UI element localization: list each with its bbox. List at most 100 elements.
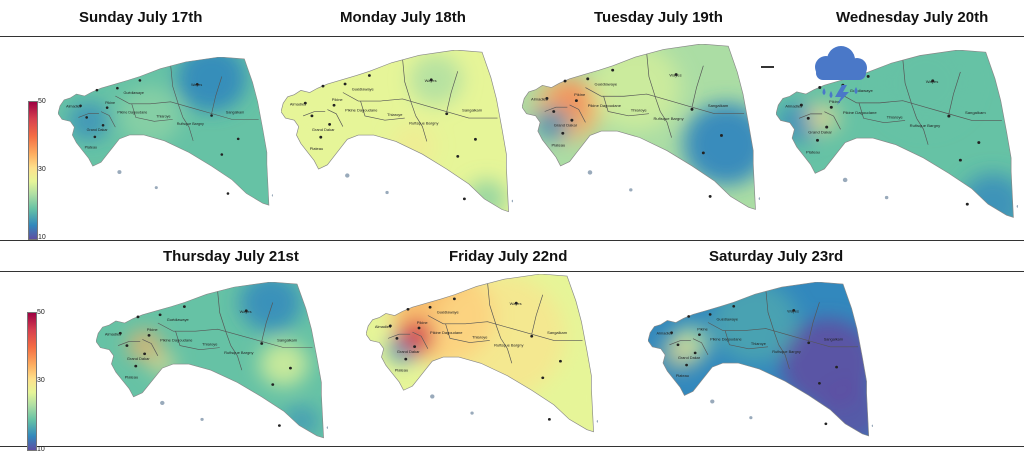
place-label-grand_dakar: Grand Dakar <box>554 123 578 128</box>
district-boundary <box>569 104 586 123</box>
place-label-dagoudane: Pikine Dagoudane <box>843 110 878 115</box>
heatmap-blob <box>660 334 700 372</box>
station-marker <box>545 97 549 100</box>
station-marker <box>125 344 129 347</box>
colorbar-top-max: 50 <box>38 98 46 105</box>
place-label-pikine: Pikine <box>829 99 841 104</box>
island <box>326 426 330 429</box>
station-marker <box>815 138 819 142</box>
station-marker <box>456 154 460 158</box>
district-boundary <box>182 117 194 141</box>
place-label-thiaroye: Thiaroye <box>751 342 766 346</box>
day-title-monday: Monday July 18th <box>340 9 466 26</box>
place-label-sangalkam: Sangalkam <box>824 338 843 342</box>
region-outline <box>280 49 509 213</box>
place-label-wayes: Wayes <box>191 83 202 87</box>
station-marker <box>698 333 701 336</box>
place-label-rufisque: Rufisque Bargny <box>177 122 204 126</box>
place-label-plateau: Plateau <box>806 150 820 155</box>
district-boundary <box>342 92 498 119</box>
station-marker <box>559 359 562 363</box>
place-label-sangalkam: Sangalkam <box>708 103 729 108</box>
place-label-thiaroye: Thiaroye <box>887 114 904 119</box>
map-svg: Wayes Sangalkam Rufisque Bargny Thiaroye Gué… <box>57 56 275 206</box>
district-boundary <box>544 106 568 112</box>
place-label-dagoudane: Pikine Dagoudane <box>588 103 622 108</box>
station-marker <box>220 153 224 156</box>
region-outline <box>775 49 1014 218</box>
island <box>1016 205 1020 208</box>
map-svg: Wayes Sangalkam Rufisque Bargny Thiaroye Gué… <box>280 49 515 213</box>
colorbar-bottom-max: 50 <box>37 309 45 316</box>
heatmap-blob <box>68 101 110 141</box>
station-marker <box>611 68 615 72</box>
island <box>629 188 633 192</box>
district-boundary <box>412 331 429 349</box>
district-boundary <box>798 113 823 119</box>
place-label-dagoudane: Pikine Dagoudane <box>430 331 462 335</box>
station-marker <box>118 331 122 335</box>
colorbar-bottom <box>27 312 37 451</box>
district-boundary <box>115 95 259 120</box>
station-marker <box>931 79 935 83</box>
place-label-guediawaye: Guédiawaye <box>352 86 374 91</box>
map-friday: Wayes Sangalkam Rufisque Bargny Thiaroye Gué… <box>365 273 600 438</box>
station-marker <box>277 424 281 427</box>
station-marker <box>101 123 105 127</box>
station-marker <box>547 417 551 421</box>
day-title-tuesday: Tuesday July 19th <box>594 9 723 26</box>
colorbar-top-min: 10 <box>38 234 46 241</box>
station-marker <box>85 116 88 119</box>
place-label-rufisque: Rufisque Bargny <box>910 123 942 128</box>
map-svg: Wayes Sangalkam Rufisque Bargny Thiaroye Gué… <box>647 281 875 437</box>
place-label-thiaroye: Thiaroye <box>156 115 170 119</box>
district-boundary <box>100 111 116 128</box>
place-label-plateau: Plateau <box>395 369 408 373</box>
region-outline <box>365 273 594 433</box>
place-label-rufisque: Rufisque Bargny <box>772 350 801 354</box>
station-marker <box>367 74 371 77</box>
station-marker <box>563 79 567 83</box>
station-marker <box>807 341 811 345</box>
place-label-thiaroye: Thiaroye <box>387 112 402 117</box>
station-marker <box>195 83 199 86</box>
island <box>345 173 350 178</box>
district-boundary <box>230 345 243 371</box>
station-marker <box>561 131 565 135</box>
place-label-grand_dakar: Grand Dakar <box>678 356 701 360</box>
station-marker <box>676 343 680 347</box>
station-marker <box>693 351 697 355</box>
station-marker <box>732 304 736 308</box>
place-label-rufisque: Rufisque Bargny <box>409 121 438 126</box>
heatmap-blob <box>409 54 463 106</box>
station-marker <box>136 315 140 319</box>
place-label-dagoudane: Pikine Dagoudane <box>710 338 742 342</box>
map-thursday: Wayes Sangalkam Rufisque Bargny Thiaroye Gué… <box>95 281 330 444</box>
district-boundary <box>646 52 661 112</box>
district-boundary <box>840 93 1002 121</box>
district-boundary <box>778 344 790 370</box>
place-label-sangalkam: Sangalkam <box>277 339 297 343</box>
island <box>200 417 204 421</box>
station-marker <box>105 106 109 109</box>
station-marker <box>289 366 292 370</box>
place-label-almadies: Almadies <box>531 97 548 102</box>
heatmap-blob <box>391 124 436 167</box>
place-label-thiaroye: Thiaroye <box>472 335 487 339</box>
day-title-saturday: Saturday July 23rd <box>709 248 844 265</box>
station-marker <box>236 137 240 141</box>
station-marker <box>138 79 142 82</box>
island <box>430 394 435 399</box>
row2-bottom-divider <box>0 446 1024 447</box>
station-marker <box>182 305 186 308</box>
station-marker <box>395 337 399 340</box>
row1-top-divider <box>0 36 1024 37</box>
district-boundary <box>170 64 184 118</box>
district-boundary <box>500 338 513 364</box>
place-label-grand_dakar: Grand Dakar <box>397 350 420 354</box>
district-boundary <box>765 290 780 345</box>
heatmap-blob <box>259 341 309 387</box>
heatmap-blob <box>805 102 839 134</box>
place-label-almadies: Almadies <box>657 332 673 336</box>
station-marker <box>825 125 829 129</box>
